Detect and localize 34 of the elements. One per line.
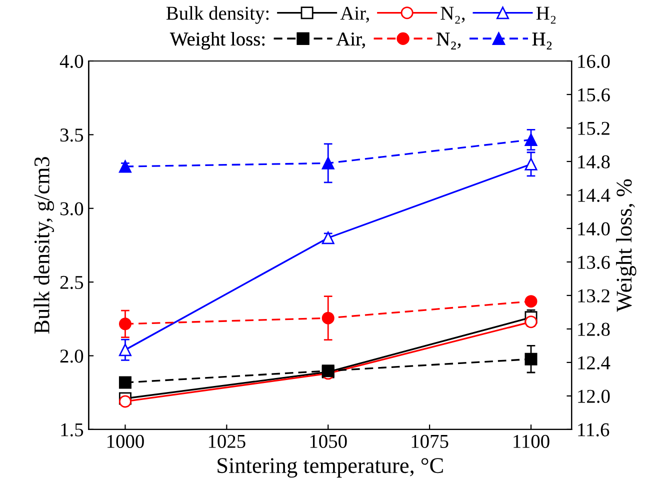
y2-tick-label: 13.6 xyxy=(578,256,610,269)
y-tick-label: 4.0 xyxy=(60,54,84,68)
y2-tick-label: 15.6 xyxy=(578,88,610,102)
y2-tick-label: 12.0 xyxy=(578,390,610,403)
x-tick-label: 1025 xyxy=(208,434,246,448)
y2-tick-label: 14.8 xyxy=(578,155,610,169)
y2-tick-label: 12.4 xyxy=(578,356,610,370)
text: Weight loss: xyxy=(170,32,265,50)
legend-label: Air, xyxy=(340,6,369,23)
y2-tick-label: 14.4 xyxy=(578,188,610,202)
y2-tick-label: 15.2 xyxy=(578,122,610,136)
x-tick-label: 1000 xyxy=(107,434,144,448)
y2-axis-title: Weight loss, % xyxy=(616,179,636,312)
legend-label: N₂, xyxy=(436,32,461,50)
x-tick-label: 1075 xyxy=(412,434,448,448)
y2-tick-label: 12.8 xyxy=(578,322,610,336)
x-axis-title: Sintering temperature, °C xyxy=(218,458,443,478)
y2-tick-label: 11.6 xyxy=(578,423,610,436)
legend-label: N₂, xyxy=(440,6,465,24)
y-tick-label: 2.5 xyxy=(60,276,84,290)
y-axis-title: Bulk density, g/cm3 xyxy=(34,157,54,334)
legend-label: Air, xyxy=(336,32,365,48)
y-tick-label: 3.5 xyxy=(60,128,84,142)
y-tick-label: 1.5 xyxy=(61,423,84,436)
legend-label: H₂ xyxy=(536,6,556,24)
text: Bulk density: xyxy=(166,6,269,24)
y2-tick-label: 16.0 xyxy=(578,54,610,68)
y2-tick-label: 13.2 xyxy=(578,289,610,302)
x-tick-label: 1050 xyxy=(310,434,347,448)
y2-tick-label: 14.0 xyxy=(578,222,610,236)
y-tick-label: 3.0 xyxy=(60,202,84,216)
legend-label: H₂ xyxy=(532,32,552,50)
y-tick-label: 2.0 xyxy=(60,350,84,363)
x-tick-label: 1100 xyxy=(514,434,550,448)
